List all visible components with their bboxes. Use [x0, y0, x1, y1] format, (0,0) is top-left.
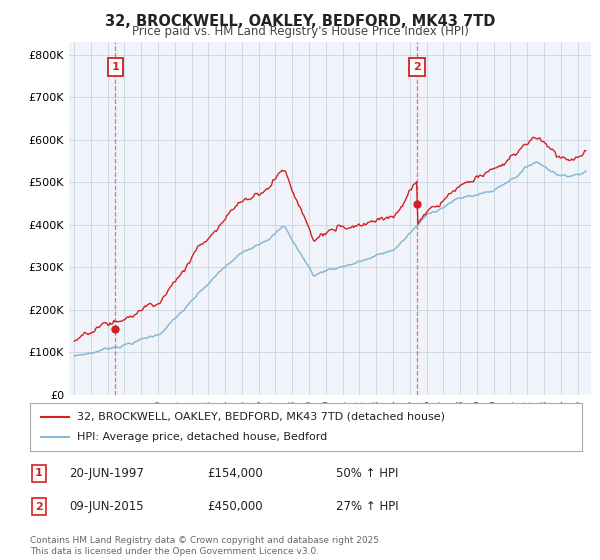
Text: 09-JUN-2015: 09-JUN-2015	[69, 500, 143, 514]
Text: HPI: Average price, detached house, Bedford: HPI: Average price, detached house, Bedf…	[77, 432, 327, 442]
Text: Price paid vs. HM Land Registry's House Price Index (HPI): Price paid vs. HM Land Registry's House …	[131, 25, 469, 38]
Text: 1: 1	[35, 468, 43, 478]
Text: £154,000: £154,000	[207, 466, 263, 480]
Text: 32, BROCKWELL, OAKLEY, BEDFORD, MK43 7TD: 32, BROCKWELL, OAKLEY, BEDFORD, MK43 7TD	[105, 14, 495, 29]
Text: 2: 2	[35, 502, 43, 512]
Text: Contains HM Land Registry data © Crown copyright and database right 2025.
This d: Contains HM Land Registry data © Crown c…	[30, 536, 382, 556]
Text: 20-JUN-1997: 20-JUN-1997	[69, 466, 144, 480]
Text: 1: 1	[112, 62, 119, 72]
Text: 32, BROCKWELL, OAKLEY, BEDFORD, MK43 7TD (detached house): 32, BROCKWELL, OAKLEY, BEDFORD, MK43 7TD…	[77, 412, 445, 422]
Text: 50% ↑ HPI: 50% ↑ HPI	[336, 466, 398, 480]
Text: 27% ↑ HPI: 27% ↑ HPI	[336, 500, 398, 514]
Text: 2: 2	[413, 62, 421, 72]
Text: £450,000: £450,000	[207, 500, 263, 514]
